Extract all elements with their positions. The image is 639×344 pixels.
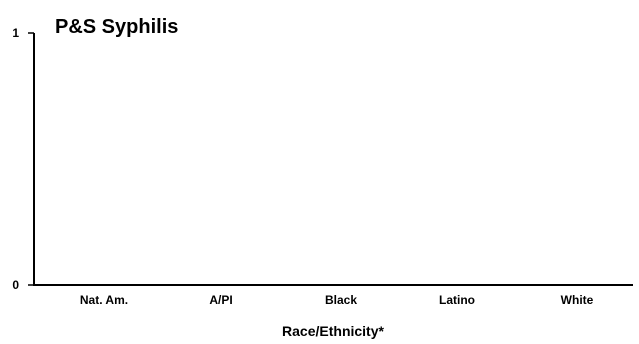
x-axis-ticks: Nat. Am. A/PI Black Latino White <box>80 293 594 307</box>
x-tick-label: Black <box>325 293 357 307</box>
y-axis-ticks: 01 <box>12 26 34 292</box>
x-tick-label: White <box>561 293 594 307</box>
x-tick-label: A/PI <box>209 293 232 307</box>
chart-title: P&S Syphilis <box>55 16 178 38</box>
x-tick-label: Latino <box>439 293 475 307</box>
x-axis-title: Race/Ethnicity* <box>282 323 384 339</box>
y-tick-label: 1 <box>12 26 19 40</box>
y-tick-label: 0 <box>12 278 19 292</box>
x-tick-label: Nat. Am. <box>80 293 128 307</box>
